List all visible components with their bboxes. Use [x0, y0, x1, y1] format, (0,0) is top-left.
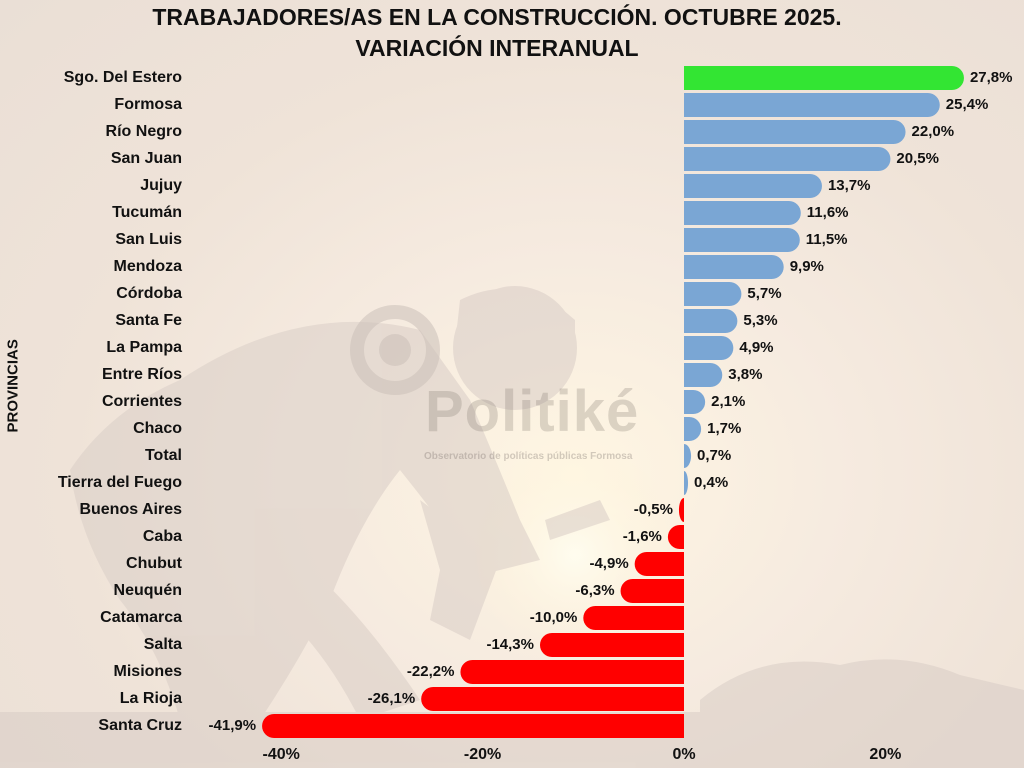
- bar-cordoba: [684, 282, 742, 306]
- category-label-la-rioja: La Rioja: [119, 690, 182, 707]
- bar-san-luis: [684, 228, 800, 252]
- chart-title: TRABAJADORES/AS EN LA CONSTRUCCIÓN. OCTU…: [152, 4, 842, 30]
- bar-misiones: [460, 660, 684, 684]
- value-label-formosa: 25,4%: [945, 96, 989, 113]
- category-label-total: Total: [144, 447, 182, 464]
- category-label-chaco: Chaco: [133, 420, 182, 437]
- value-label-chubut: -4,9%: [589, 555, 629, 572]
- bar-jujuy: [684, 174, 822, 198]
- bar-corrientes: [684, 390, 706, 414]
- value-label-la-pampa: 4,9%: [739, 339, 774, 356]
- category-label-buenos-aires: Buenos Aires: [79, 501, 182, 518]
- value-label-catamarca: -10,0%: [529, 609, 578, 626]
- value-label-salta: -14,3%: [486, 636, 534, 653]
- category-label-mendoza: Mendoza: [113, 258, 182, 275]
- category-label-chubut: Chubut: [126, 555, 182, 572]
- bar-santa-fe: [684, 309, 738, 333]
- category-label-santa-cruz: Santa Cruz: [98, 717, 182, 734]
- bar-total: [684, 444, 692, 468]
- bar-rio-negro: [684, 120, 906, 144]
- category-label-santa-fe: Santa Fe: [115, 312, 182, 329]
- bar-entre-rios: [684, 363, 723, 387]
- watermark-logo-text: Politiké: [425, 379, 640, 444]
- value-label-tierra-del-fuego: 0,4%: [694, 474, 729, 491]
- value-label-entre-rios: 3,8%: [728, 366, 763, 383]
- value-label-buenos-aires: -0,5%: [633, 501, 673, 518]
- value-label-rio-negro: 22,0%: [911, 123, 955, 140]
- x-tick-label: 20%: [869, 746, 902, 763]
- category-label-jujuy: Jujuy: [140, 177, 182, 194]
- bar-san-juan: [684, 147, 891, 171]
- bar-tierra-del-fuego: [684, 471, 689, 495]
- value-label-misiones: -22,2%: [406, 663, 455, 680]
- category-label-cordoba: Córdoba: [116, 285, 182, 302]
- x-tick-label: -40%: [262, 746, 300, 763]
- value-label-la-rioja: -26,1%: [367, 690, 416, 707]
- value-label-san-luis: 11,5%: [805, 231, 848, 248]
- category-label-formosa: Formosa: [114, 96, 182, 113]
- watermark-tagline: Observatorio de políticas públicas Formo…: [424, 451, 633, 462]
- bar-la-pampa: [684, 336, 734, 360]
- value-label-san-juan: 20,5%: [896, 150, 939, 167]
- value-label-neuquen: -6,3%: [575, 582, 615, 599]
- bar-formosa: [684, 93, 940, 117]
- category-label-la-pampa: La Pampa: [106, 339, 182, 356]
- chart-subtitle: VARIACIÓN INTERANUAL: [355, 35, 639, 61]
- value-label-cordoba: 5,7%: [747, 285, 782, 302]
- category-label-catamarca: Catamarca: [100, 609, 182, 626]
- bar-tucuman: [684, 201, 801, 225]
- value-label-caba: -1,6%: [622, 528, 662, 545]
- value-label-chaco: 1,7%: [707, 420, 742, 437]
- value-label-mendoza: 9,9%: [789, 258, 824, 275]
- value-label-total: 0,7%: [697, 447, 732, 464]
- category-label-misiones: Misiones: [113, 663, 182, 680]
- x-tick-label: 0%: [672, 746, 696, 763]
- category-label-tierra-del-fuego: Tierra del Fuego: [57, 474, 182, 491]
- bar-catamarca: [583, 606, 684, 630]
- bar-la-rioja: [421, 687, 684, 711]
- category-label-san-juan: San Juan: [110, 150, 182, 167]
- bar-sgo-del-estero: [684, 66, 964, 90]
- bar-chubut: [634, 552, 684, 576]
- bar-salta: [539, 633, 684, 657]
- category-label-neuquen: Neuquén: [113, 582, 182, 599]
- category-label-tucuman: Tucumán: [112, 204, 182, 221]
- category-label-sgo-del-estero: Sgo. Del Estero: [63, 69, 182, 86]
- value-label-santa-fe: 5,3%: [743, 312, 778, 329]
- value-label-corrientes: 2,1%: [711, 393, 746, 410]
- category-label-caba: Caba: [142, 528, 182, 545]
- value-label-sgo-del-estero: 27,8%: [969, 69, 1013, 86]
- category-label-salta: Salta: [143, 636, 182, 653]
- bar-chaco: [684, 417, 702, 441]
- category-label-entre-rios: Entre Ríos: [101, 366, 182, 383]
- value-label-santa-cruz: -41,9%: [208, 717, 257, 734]
- bar-caba: [667, 525, 684, 549]
- value-label-tucuman: 11,6%: [806, 204, 849, 221]
- category-label-corrientes: Corrientes: [101, 393, 182, 410]
- bar-buenos-aires: [678, 498, 684, 522]
- bar-mendoza: [684, 255, 784, 279]
- category-label-rio-negro: Río Negro: [105, 123, 182, 140]
- value-label-jujuy: 13,7%: [827, 177, 871, 194]
- category-label-san-luis: San Luis: [115, 231, 182, 248]
- bar-santa-cruz: [262, 714, 684, 738]
- x-tick-label: -20%: [463, 746, 502, 763]
- bar-neuquen: [620, 579, 684, 603]
